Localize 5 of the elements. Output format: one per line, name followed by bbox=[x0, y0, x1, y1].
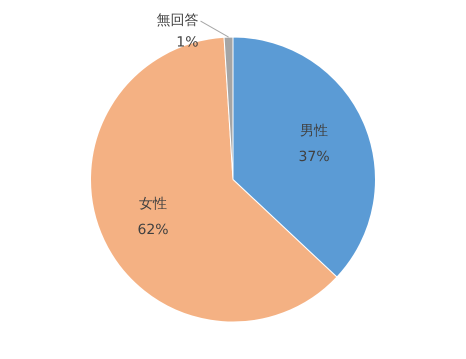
slice-label: 男性 bbox=[300, 123, 328, 140]
data-label: 62% bbox=[137, 222, 169, 238]
slice-label: 無回答 bbox=[156, 12, 199, 29]
data-label: 37% bbox=[298, 149, 330, 166]
slice-label: 女性 bbox=[139, 196, 168, 212]
